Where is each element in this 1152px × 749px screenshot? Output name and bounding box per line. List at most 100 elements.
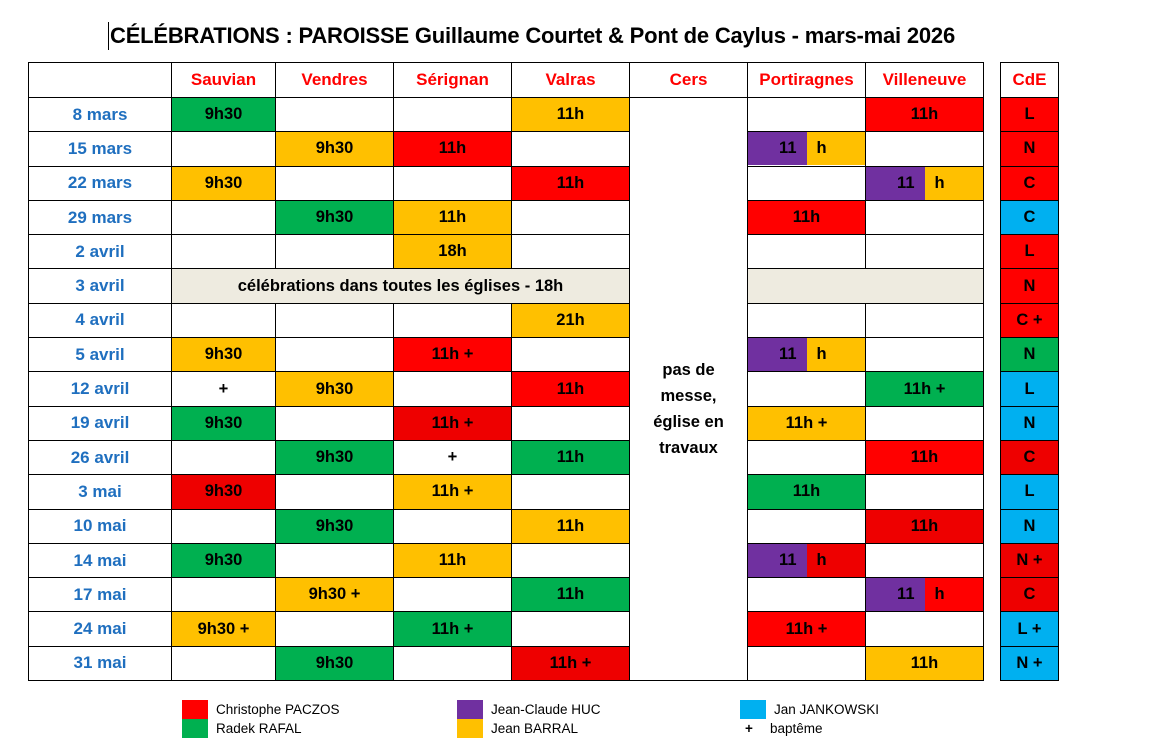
legend-label: Christophe PACZOS — [216, 702, 340, 717]
villeneuve-cell — [865, 337, 984, 373]
cde-cell: N — [1000, 268, 1059, 304]
legend-label: Jean-Claude HUC — [491, 702, 601, 717]
cde-cell: N — [1000, 405, 1059, 441]
cde-cell: L — [1000, 474, 1059, 510]
sauvian-cell: 9h30 — [171, 96, 276, 133]
header-row: Sauvian Vendres Sérignan Valras Cers Por… — [28, 62, 1059, 98]
legend: Christophe PACZOS Radek RAFAL Jean-Claud… — [0, 700, 1152, 740]
split-left: 11 — [748, 132, 807, 166]
cers-note-line: messe, — [660, 387, 717, 406]
gap-cell — [983, 577, 1001, 612]
legend-item-huc: Jean-Claude HUC — [457, 700, 601, 719]
portiragnes-cell — [747, 508, 866, 544]
vendres-cell: 9h30 — [275, 199, 394, 236]
sauvian-cell — [171, 199, 276, 236]
vendres-cell: 9h30 — [275, 371, 394, 407]
portiragnes-cell: 11h + — [747, 611, 866, 647]
villeneuve-cell: 11h — [865, 439, 984, 476]
legend-label: Jean BARRAL — [491, 721, 579, 736]
header-cers: Cers — [629, 62, 748, 98]
gap-cell — [983, 371, 1001, 407]
valras-cell: 11h — [511, 439, 630, 476]
villeneuve-cell — [865, 611, 984, 647]
sauvian-cell: 9h30 — [171, 165, 276, 201]
table-row: 24 mai 9h30 + 11h + 11h + L + — [28, 611, 1059, 647]
header-valras: Valras — [511, 62, 630, 98]
date-cell: 14 mai — [28, 542, 172, 579]
vendres-cell — [275, 165, 394, 201]
valras-cell — [511, 611, 630, 647]
villeneuve-cell — [865, 542, 984, 579]
sauvian-cell — [171, 234, 276, 270]
legend-item-barral: Jean BARRAL — [457, 719, 578, 738]
villeneuve-cell: 11h + — [865, 371, 984, 407]
table-row: 14 mai 9h30 11h 11 h N + — [28, 542, 1059, 579]
gap-cell — [983, 200, 1001, 235]
table-row: 10 mai 9h30 11h 11h N — [28, 508, 1059, 544]
table-row: 12 avril + 9h30 11h 11h + L — [28, 371, 1059, 407]
serignan-cell — [393, 645, 512, 682]
table-row: 22 mars 9h30 11h 11 h C — [28, 165, 1059, 201]
gap-cell — [983, 406, 1001, 441]
table-row: 15 mars 9h30 11h 11 h N — [28, 131, 1059, 167]
sauvian-cell — [171, 131, 276, 167]
date-cell: 4 avril — [28, 302, 172, 339]
table-row: 3 avril célébrations dans toutes les égl… — [28, 268, 1059, 304]
valras-cell: 11h + — [511, 645, 630, 682]
cde-cell: C — [1000, 165, 1059, 201]
table-row: 8 mars 9h30 11h pas de messe, église en … — [28, 96, 1059, 682]
sauvian-cell — [171, 645, 276, 682]
valras-cell — [511, 474, 630, 510]
serignan-cell — [393, 96, 512, 133]
vendres-cell: 9h30 — [275, 131, 394, 167]
special-celebration-cell-right — [747, 268, 984, 304]
villeneuve-cell: 11 h — [865, 577, 984, 613]
gap-cell — [983, 611, 1001, 647]
date-cell: 17 mai — [28, 577, 172, 613]
portiragnes-cell: 11h + — [747, 405, 866, 441]
date-cell: 29 mars — [28, 199, 172, 236]
legend-item-rafal: Radek RAFAL — [182, 719, 302, 738]
portiragnes-cell — [747, 302, 866, 339]
gap-cell — [983, 131, 1001, 167]
split-left: 11 — [866, 578, 925, 612]
split-right: h — [806, 338, 865, 372]
serignan-cell: 11h — [393, 131, 512, 167]
serignan-cell — [393, 165, 512, 201]
villeneuve-cell — [865, 474, 984, 510]
vendres-cell — [275, 337, 394, 373]
cers-note-line: travaux — [659, 439, 718, 458]
header-vendres: Vendres — [275, 62, 394, 98]
date-cell: 8 mars — [28, 96, 172, 133]
cde-cell: N + — [1000, 542, 1059, 579]
split-right: h — [924, 166, 983, 200]
valras-cell: 21h — [511, 302, 630, 339]
legend-item-bapteme: + baptême — [736, 719, 823, 738]
cde-cell: N — [1000, 131, 1059, 167]
legend-label: Radek RAFAL — [216, 721, 302, 736]
valras-cell: 11h — [511, 96, 630, 133]
table-row: 17 mai 9h30 + 11h 11 h C — [28, 577, 1059, 613]
cde-cell: L — [1000, 371, 1059, 407]
celebrations-table: Sauvian Vendres Sérignan Valras Cers Por… — [28, 62, 1059, 682]
vendres-cell — [275, 474, 394, 510]
gap-cell — [983, 166, 1001, 201]
vendres-cell: 9h30 + — [275, 577, 394, 613]
valras-cell — [511, 199, 630, 236]
portiragnes-cell — [747, 439, 866, 476]
portiragnes-cell — [747, 577, 866, 613]
date-cell: 19 avril — [28, 405, 172, 441]
split-left: 11 — [866, 166, 925, 200]
date-cell: 22 mars — [28, 165, 172, 201]
cde-cell: L — [1000, 96, 1059, 133]
villeneuve-cell: 11h — [865, 508, 984, 544]
table-row: 26 avril 9h30 + 11h 11h C — [28, 439, 1059, 476]
cers-note-line: pas de — [662, 361, 715, 380]
portiragnes-cell: 11 h — [747, 131, 866, 167]
valras-cell: 11h — [511, 577, 630, 613]
gap-cell — [983, 303, 1001, 338]
cde-cell: L — [1000, 234, 1059, 270]
legend-item-jankowski: Jan JANKOWSKI — [740, 700, 879, 719]
vendres-cell: 9h30 — [275, 645, 394, 682]
split-right: h — [924, 578, 983, 612]
